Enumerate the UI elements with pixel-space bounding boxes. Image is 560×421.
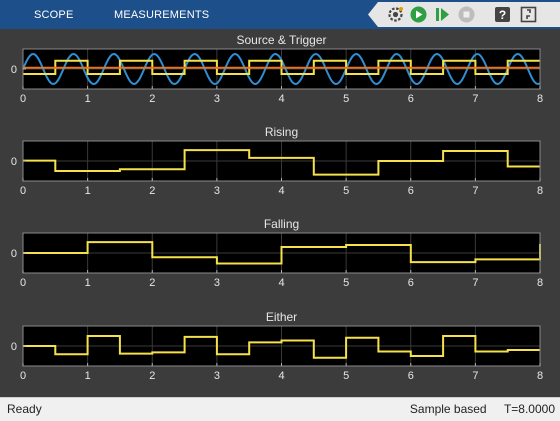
x-tick-label: 6 xyxy=(408,370,414,382)
series-line-0 xyxy=(23,241,541,265)
sim-time-label: T=8.0000 xyxy=(503,402,555,416)
x-tick-label: 2 xyxy=(149,277,155,289)
plot-1: Rising 0 1 2 3 4 5 6 7 8 0 xyxy=(11,125,543,197)
plot-title: Falling xyxy=(264,217,299,231)
x-tick-label: 1 xyxy=(85,370,91,382)
y-tick-label: 0 xyxy=(11,248,17,260)
x-tick-label: 8 xyxy=(537,93,543,105)
x-tick-label: 0 xyxy=(20,185,26,197)
x-tick-label: 0 xyxy=(20,370,26,382)
x-tick-label: 0 xyxy=(20,277,26,289)
plot-0: Source & Trigger 0 1 2 3 4 5 6 7 8 0 xyxy=(11,33,543,105)
x-tick-label: 3 xyxy=(214,93,220,105)
help-icon[interactable]: ? xyxy=(492,4,513,25)
x-tick-label: 3 xyxy=(214,185,220,197)
series-line-0 xyxy=(23,335,540,359)
y-tick-label: 0 xyxy=(11,64,17,76)
svg-text:?: ? xyxy=(499,8,506,22)
x-tick-label: 1 xyxy=(85,185,91,197)
scope-display: Source & Trigger 0 1 2 3 4 5 6 7 8 0 Rising 0 1 2 3 4 5 6 7… xyxy=(0,29,560,397)
expand-icon[interactable] xyxy=(518,4,539,25)
x-tick-label: 4 xyxy=(278,277,284,289)
x-tick-label: 3 xyxy=(214,370,220,382)
tab-scope[interactable]: SCOPE xyxy=(34,9,74,21)
plot-2: Falling 0 1 2 3 4 5 6 7 8 0 xyxy=(11,217,543,289)
x-tick-label: 7 xyxy=(472,93,478,105)
x-tick-label: 6 xyxy=(408,185,414,197)
toolstrip: SCOPE MEASUREMENTS xyxy=(0,0,560,29)
x-tick-label: 7 xyxy=(472,370,478,382)
step-forward-icon[interactable] xyxy=(432,4,453,25)
x-tick-label: 3 xyxy=(214,277,220,289)
y-tick-label: 0 xyxy=(11,341,17,353)
x-tick-label: 6 xyxy=(408,93,414,105)
x-tick-label: 4 xyxy=(278,185,284,197)
sample-mode-label: Sample based xyxy=(409,402,487,416)
plot-title: Rising xyxy=(265,125,298,139)
x-tick-label: 4 xyxy=(278,370,284,382)
x-tick-label: 5 xyxy=(343,277,349,289)
series-line-0 xyxy=(23,149,540,176)
x-tick-label: 6 xyxy=(408,277,414,289)
x-tick-label: 8 xyxy=(537,370,543,382)
x-tick-label: 7 xyxy=(472,277,478,289)
x-tick-label: 8 xyxy=(537,277,543,289)
x-tick-label: 1 xyxy=(85,93,91,105)
x-tick-label: 1 xyxy=(85,277,91,289)
x-tick-label: 2 xyxy=(149,93,155,105)
x-tick-label: 5 xyxy=(343,93,349,105)
tab-measurements[interactable]: MEASUREMENTS xyxy=(114,9,210,21)
x-tick-label: 7 xyxy=(472,185,478,197)
x-tick-label: 5 xyxy=(343,370,349,382)
y-tick-label: 0 xyxy=(11,156,17,168)
scope-plots: Source & Trigger 0 1 2 3 4 5 6 7 8 0 Rising 0 1 2 3 4 5 6 7… xyxy=(11,33,543,382)
plot-3: Either 0 1 2 3 4 5 6 7 8 0 xyxy=(11,310,543,382)
quick-access-bar: ? xyxy=(368,2,560,27)
x-tick-label: 2 xyxy=(149,370,155,382)
settings-icon[interactable] xyxy=(385,4,406,25)
x-tick-label: 0 xyxy=(20,93,26,105)
plot-title: Source & Trigger xyxy=(236,33,326,47)
x-tick-label: 2 xyxy=(149,185,155,197)
run-icon[interactable] xyxy=(408,4,429,25)
x-tick-label: 4 xyxy=(278,93,284,105)
plot-title: Either xyxy=(266,310,297,324)
x-tick-label: 5 xyxy=(343,185,349,197)
x-tick-label: 8 xyxy=(537,185,543,197)
stop-icon[interactable] xyxy=(456,4,477,25)
status-text: Ready xyxy=(7,402,42,416)
status-bar: Ready Sample based T=8.0000 xyxy=(0,397,560,421)
